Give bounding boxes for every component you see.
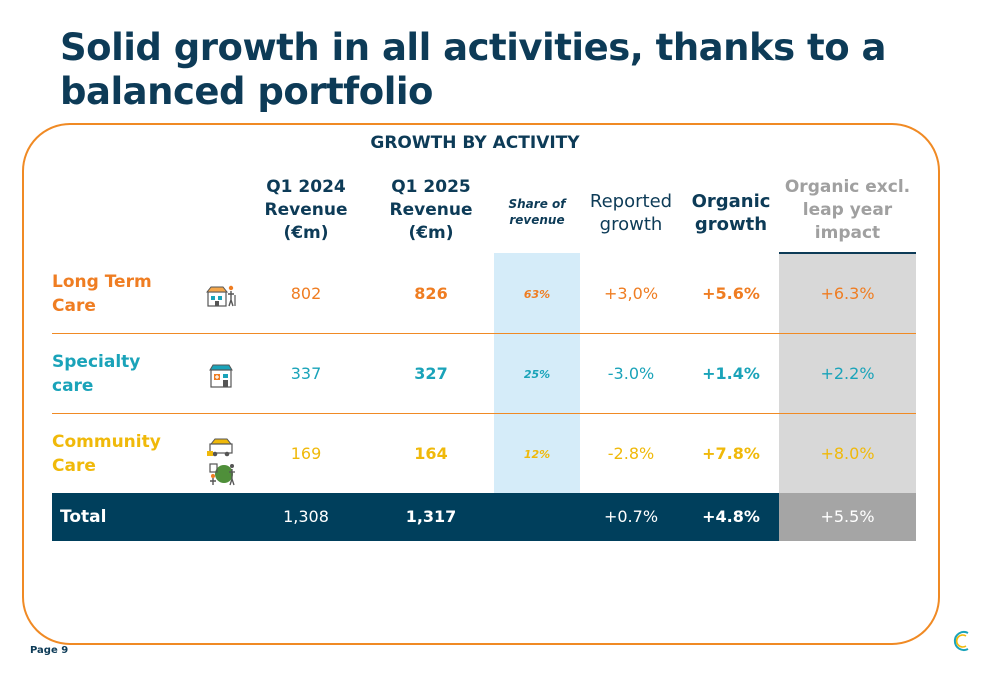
cell-share: 12% (523, 448, 551, 461)
excl-column-background (779, 253, 916, 493)
row-label-long-term-care: Long Term Care (52, 272, 152, 316)
cell-organic-excl: +8.0% (820, 444, 875, 463)
cell-share: 63% (523, 288, 551, 301)
cell-q1-2024: 802 (290, 284, 322, 303)
cell-organic-excl: +2.2% (820, 364, 875, 383)
header-q1-2025: Q1 2025 Revenue (€m) (389, 177, 473, 243)
cell-q1-2025: 826 (414, 284, 448, 303)
total-excl-cell-background (779, 493, 916, 541)
header-organic-excl: Organic excl. leap year impact (784, 177, 911, 243)
page-number: Page 9 (30, 645, 69, 656)
cell-share: 25% (523, 368, 551, 381)
header-q1-2024: Q1 2024 Revenue (€m) (264, 177, 348, 243)
nursing-home-icon (206, 285, 236, 307)
total-q1-2025: 1,317 (405, 507, 457, 526)
total-reported: +0.7% (603, 507, 659, 526)
cell-q1-2024: 169 (290, 444, 322, 463)
header-organic: Organic growth (691, 191, 771, 235)
header-reported: Reported growth (589, 191, 673, 235)
content-frame (22, 123, 940, 645)
row-divider (52, 413, 916, 414)
total-organic-excl: +5.5% (820, 507, 875, 526)
home-care-icon (207, 438, 235, 486)
total-row-bar (52, 493, 779, 541)
header-share: Share of revenue (508, 197, 566, 227)
row-divider (52, 333, 916, 334)
table-heading: GROWTH BY ACTIVITY (370, 133, 580, 153)
row-label-community-care: Community Care (52, 432, 161, 476)
cell-organic: +1.4% (702, 364, 760, 383)
total-organic: +4.8% (702, 507, 760, 526)
company-logo-icon (953, 631, 969, 651)
cell-q1-2025: 164 (414, 444, 448, 463)
share-column-background (494, 253, 580, 493)
excl-header-underline (779, 252, 916, 254)
total-label: Total (60, 507, 107, 527)
total-q1-2024: 1,308 (283, 507, 329, 526)
cell-reported: +3,0% (603, 284, 659, 303)
cell-reported: -3.0% (607, 364, 655, 383)
cell-organic: +7.8% (702, 444, 760, 463)
cell-q1-2025: 327 (414, 364, 448, 383)
cell-reported: -2.8% (607, 444, 655, 463)
cell-organic: +5.6% (702, 284, 760, 303)
clinic-building-icon (209, 364, 233, 388)
cell-organic-excl: +6.3% (820, 284, 875, 303)
row-label-specialty-care: Specialty care (52, 352, 141, 396)
page-title: Solid growth in all activities, thanks t… (60, 26, 886, 113)
cell-q1-2024: 337 (290, 364, 322, 383)
